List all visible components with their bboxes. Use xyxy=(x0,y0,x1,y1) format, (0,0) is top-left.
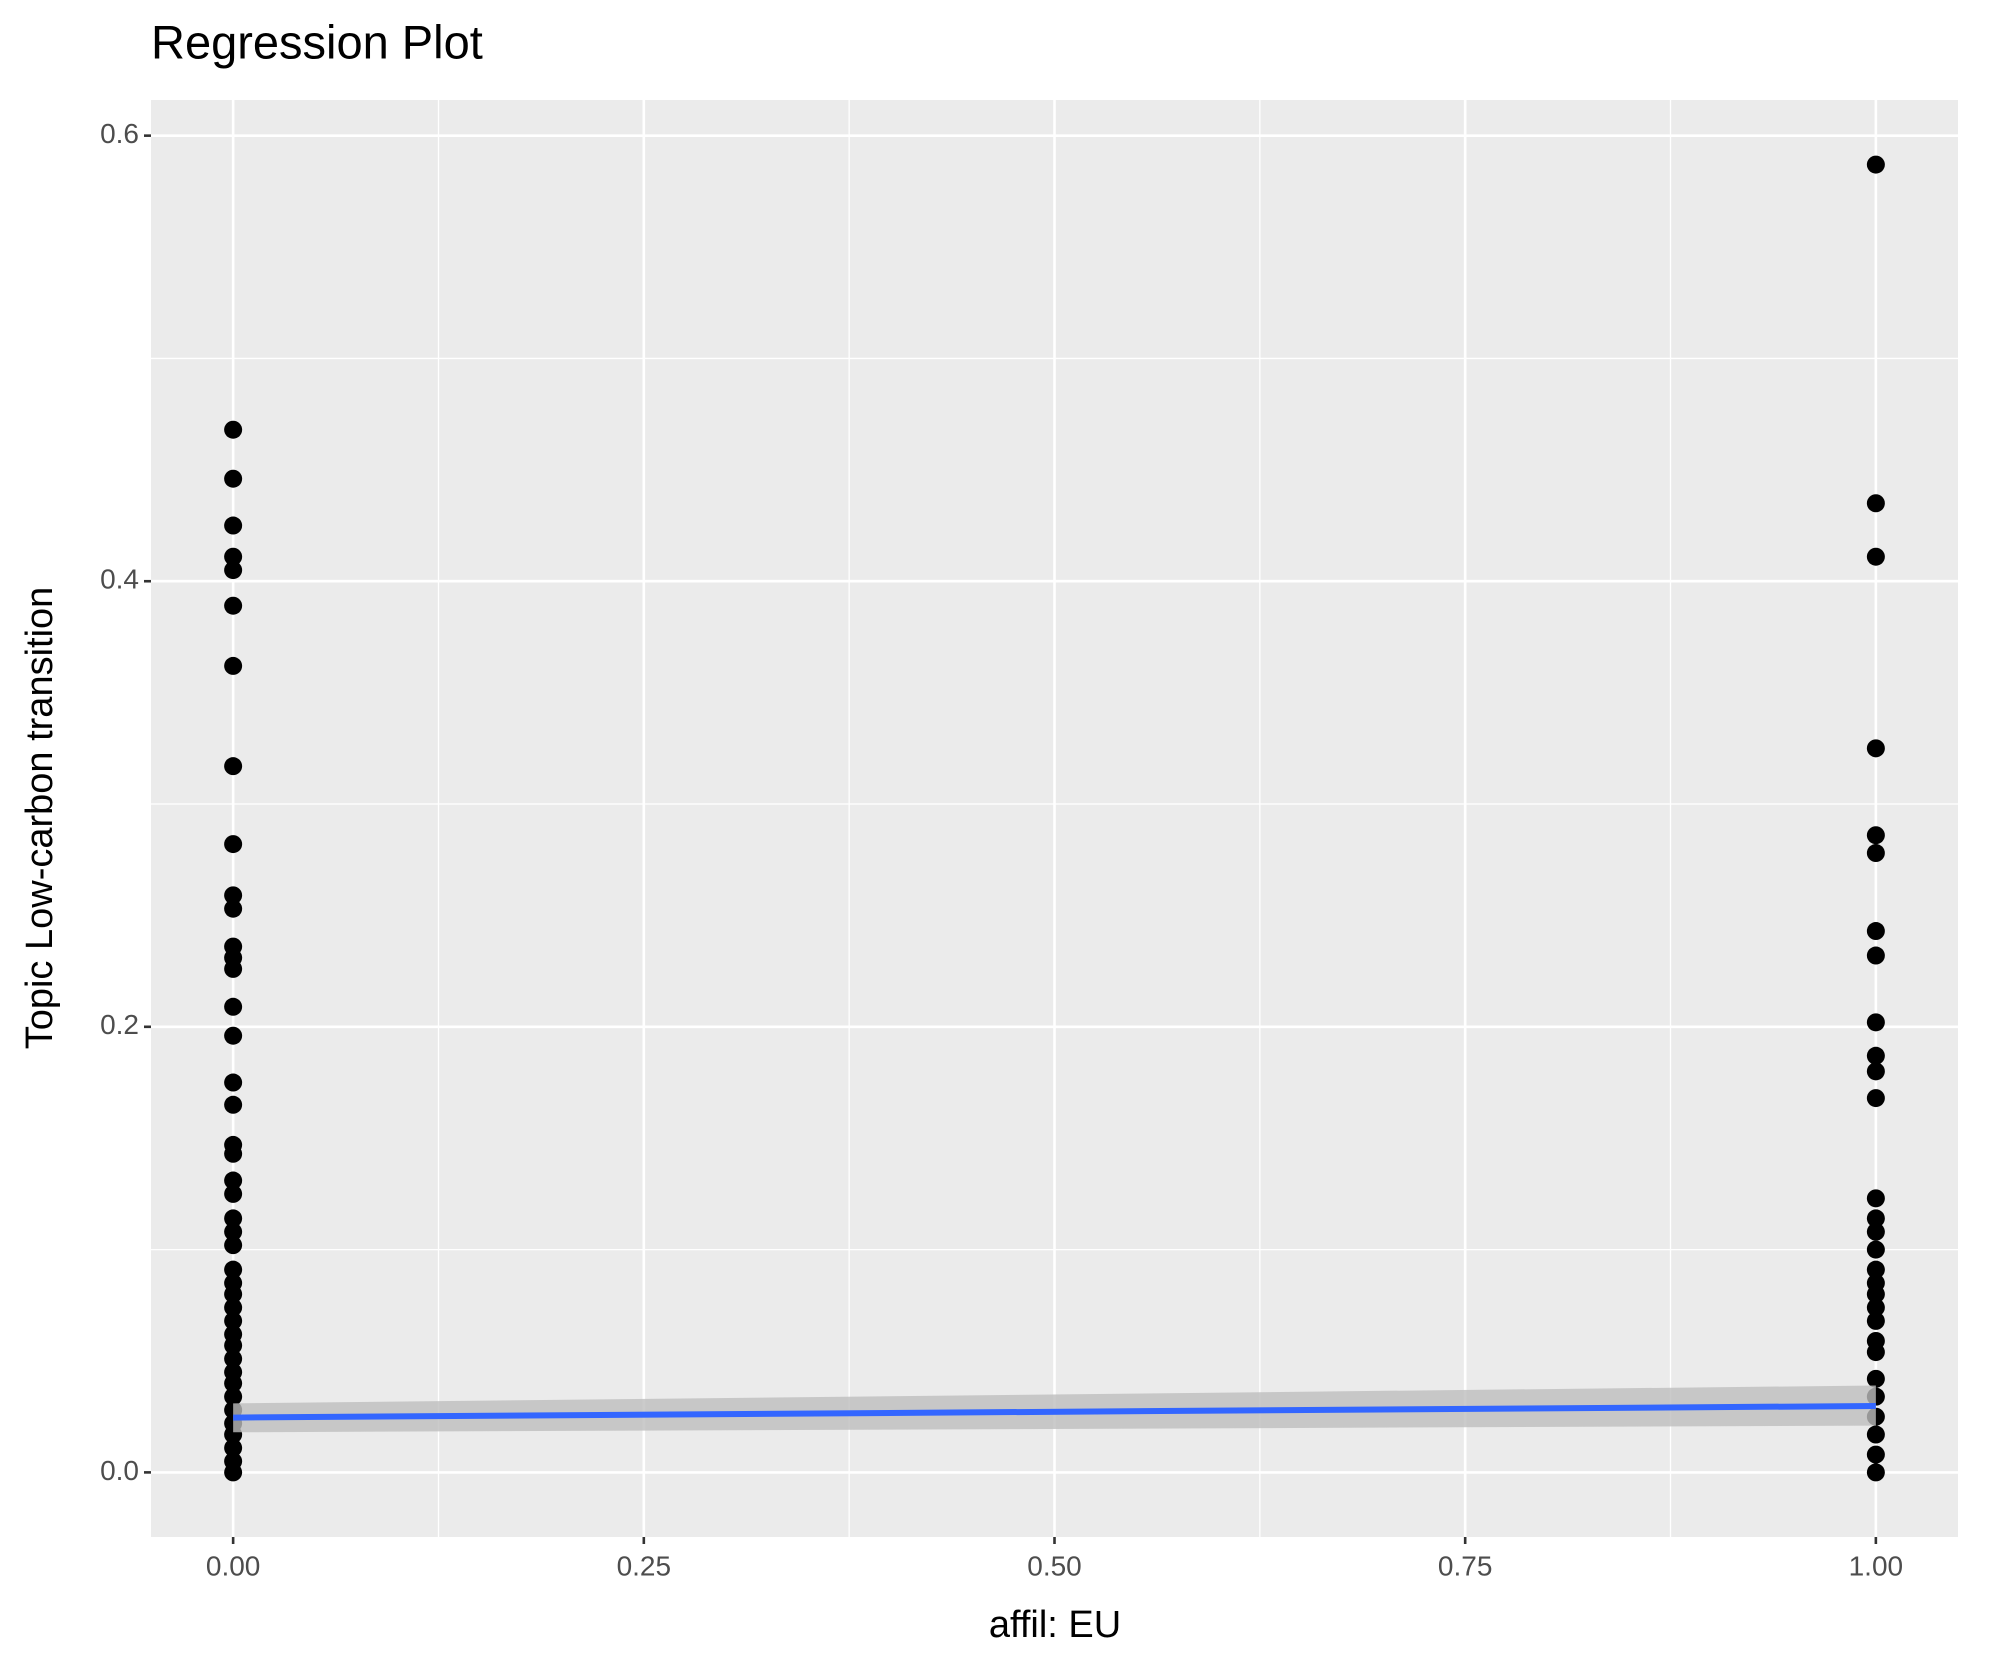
point xyxy=(1866,1062,1885,1081)
marks xyxy=(224,155,1885,1482)
point xyxy=(1866,1209,1885,1228)
point xyxy=(224,997,243,1016)
chart-title: Regression Plot xyxy=(151,15,483,68)
x-tick-label: 1.00 xyxy=(1849,1550,1904,1581)
point xyxy=(1866,922,1885,941)
point xyxy=(1866,1013,1885,1032)
point xyxy=(1866,1311,1885,1330)
point xyxy=(1866,1369,1885,1388)
point xyxy=(224,959,243,978)
point xyxy=(1866,844,1885,863)
point xyxy=(224,1222,243,1241)
point xyxy=(224,547,243,566)
point xyxy=(224,1144,243,1163)
point xyxy=(1866,1089,1885,1108)
point xyxy=(1866,1222,1885,1241)
y-tick-label: 0.0 xyxy=(100,1455,139,1486)
point xyxy=(1866,1046,1885,1065)
point xyxy=(224,469,243,488)
point xyxy=(224,516,243,535)
point xyxy=(1866,946,1885,965)
grid xyxy=(151,100,1958,1537)
point xyxy=(224,1095,243,1114)
point xyxy=(224,1374,243,1393)
point xyxy=(224,1311,243,1330)
y-tick-label: 0.2 xyxy=(100,1009,139,1040)
point xyxy=(1866,739,1885,758)
point xyxy=(224,757,243,776)
point xyxy=(1866,1260,1885,1279)
point xyxy=(1866,1298,1885,1317)
x-tick-label: 0.75 xyxy=(1438,1550,1493,1581)
point xyxy=(224,596,243,615)
point xyxy=(1866,494,1885,513)
point xyxy=(224,886,243,905)
point xyxy=(1866,155,1885,174)
y-tick-label: 0.6 xyxy=(100,118,139,149)
point xyxy=(224,1260,243,1279)
point xyxy=(224,899,243,918)
y-axis-title: Topic Low-carbon transition xyxy=(19,587,61,1050)
point xyxy=(224,1298,243,1317)
point xyxy=(224,1463,243,1482)
point xyxy=(224,835,243,854)
point xyxy=(224,1349,243,1368)
point xyxy=(224,1026,243,1045)
point xyxy=(1866,1240,1885,1259)
point xyxy=(224,1336,243,1355)
x-axis-title: affil: EU xyxy=(989,1604,1121,1646)
x-tick-label: 0.50 xyxy=(1027,1550,1082,1581)
point xyxy=(1866,1445,1885,1464)
point xyxy=(224,1387,243,1406)
regression-line xyxy=(233,1403,1876,1421)
point xyxy=(1866,826,1885,845)
y-tick-label: 0.4 xyxy=(100,564,139,595)
point xyxy=(224,1236,243,1255)
point xyxy=(1866,1343,1885,1362)
point xyxy=(224,656,243,675)
point xyxy=(1866,1463,1885,1482)
x-tick-label: 0.00 xyxy=(206,1550,261,1581)
x-tick-label: 0.25 xyxy=(617,1550,672,1581)
point xyxy=(1866,1285,1885,1304)
point xyxy=(224,1438,243,1457)
point xyxy=(1866,547,1885,566)
point xyxy=(224,1171,243,1190)
point xyxy=(224,1073,243,1092)
point xyxy=(1866,1189,1885,1208)
point xyxy=(224,561,243,580)
point xyxy=(224,1184,243,1203)
point xyxy=(224,420,243,439)
point xyxy=(224,1209,243,1228)
point xyxy=(1866,1425,1885,1444)
point xyxy=(224,1285,243,1304)
